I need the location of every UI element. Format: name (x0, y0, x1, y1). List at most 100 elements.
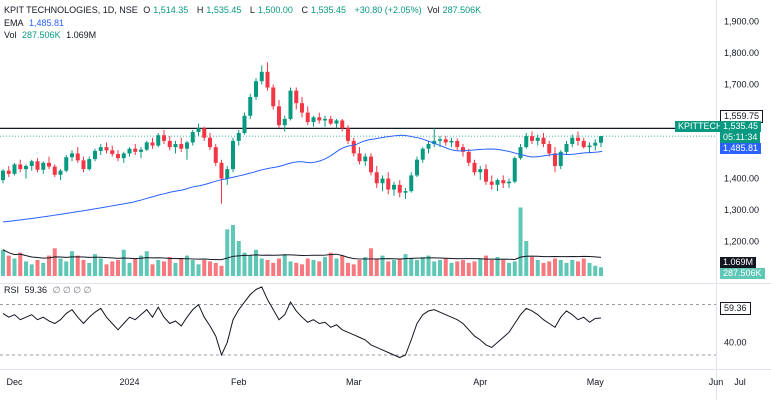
candle-body (121, 153, 126, 159)
volume-bar (461, 259, 465, 276)
candle-body (185, 142, 189, 149)
volume-bar (570, 259, 575, 276)
vol-value: 287.506K (442, 5, 482, 15)
candle-body (52, 166, 57, 175)
volume-legend: Vol 287.506K 1.069M (4, 30, 99, 41)
price-tick-label: 1,200.00 (724, 236, 759, 246)
volume-bar (150, 264, 155, 276)
candle-body (225, 169, 230, 179)
volume-bar (587, 262, 592, 276)
volume-bar (173, 262, 178, 276)
volume-bar (254, 249, 258, 276)
candle-body (455, 140, 460, 148)
candle-body (47, 162, 51, 167)
candle-body (24, 165, 28, 170)
candle-body (196, 128, 201, 133)
candle-body (507, 181, 511, 184)
volume-bar (530, 257, 534, 276)
candle-body (478, 169, 483, 173)
candle-body (581, 140, 586, 148)
rsi-tick-label: 40.00 (724, 337, 747, 347)
volume-bar (323, 257, 327, 276)
price-tick-label: 1,700.00 (724, 79, 759, 89)
volume-bar (317, 261, 322, 276)
volume-bar (24, 261, 28, 276)
candle-body (236, 133, 241, 141)
change-value: +30.80 (+2.05%) (354, 5, 422, 15)
volume-bar (81, 259, 86, 276)
volume-bar (478, 258, 483, 276)
candle-body (70, 153, 74, 158)
candle-body (271, 87, 276, 107)
volume-bar (386, 261, 391, 276)
high-label: H (196, 5, 204, 15)
candle-body (156, 135, 161, 146)
ema-value: 1,485.81 (29, 18, 65, 28)
volume-bar (288, 261, 293, 276)
open-value: 1,514.35 (153, 5, 189, 15)
candle-body (93, 150, 97, 160)
price-tick-label: 1,900.00 (724, 17, 759, 27)
vol-ma-tag: 1.069M (720, 257, 757, 268)
candle-body (438, 139, 442, 141)
volume-bar (208, 261, 212, 276)
countdown-tag: 05:11:34 (720, 132, 761, 143)
volume-bar (93, 254, 97, 276)
candle-body (443, 139, 448, 143)
candle-body (392, 184, 396, 190)
volume-bar (351, 264, 356, 276)
volume-bar (380, 255, 385, 276)
candle-body (58, 170, 63, 175)
candle-body (265, 71, 270, 88)
ema-tag: 1,485.81 (720, 143, 762, 154)
candle-body (110, 150, 115, 155)
volume-bar (29, 264, 34, 276)
ema-line (2, 134, 603, 223)
candle-body (35, 161, 40, 170)
candle-body (64, 157, 69, 171)
candle-body (300, 103, 304, 113)
volume-bar (455, 261, 460, 276)
open-label: O (143, 5, 151, 15)
volume-bar (231, 224, 235, 276)
volume-bar (357, 259, 362, 276)
candle-body (472, 162, 477, 173)
volume-bar (397, 258, 402, 276)
volume-bar (311, 259, 316, 276)
candle-body (558, 151, 563, 166)
high-value: 1,535.45 (206, 5, 242, 15)
candle-body (484, 169, 488, 182)
candle-body (162, 135, 166, 141)
candle-body (374, 172, 379, 184)
time-tick-label: Dec (6, 377, 23, 387)
ema-label: EMA (4, 18, 24, 28)
candle-body (29, 161, 34, 166)
volume-bar (190, 259, 195, 276)
candle-body (254, 81, 258, 97)
time-tick-label: Mar (346, 377, 362, 387)
volume-bar (18, 252, 23, 276)
volume-bar (328, 252, 333, 276)
candle-body (213, 147, 218, 163)
candle-body (593, 142, 598, 146)
volume-bar (374, 258, 379, 276)
candle-body (98, 147, 103, 151)
candle-body (495, 180, 500, 185)
volume-bar (466, 262, 471, 276)
volume-bar (547, 261, 552, 276)
volume-bar (581, 258, 586, 276)
candle-body (518, 147, 523, 159)
candle-body (242, 115, 247, 134)
volume-bar (507, 262, 511, 276)
candle-body (167, 140, 172, 148)
candle-body (599, 136, 603, 143)
low-label: L (249, 5, 255, 15)
volume-bar (47, 255, 51, 276)
volume-bar (409, 258, 414, 276)
candle-body (346, 128, 350, 141)
volume-bar (305, 258, 310, 276)
candle-body (461, 147, 465, 152)
volume-bar (41, 262, 46, 276)
candle-body (305, 112, 310, 123)
